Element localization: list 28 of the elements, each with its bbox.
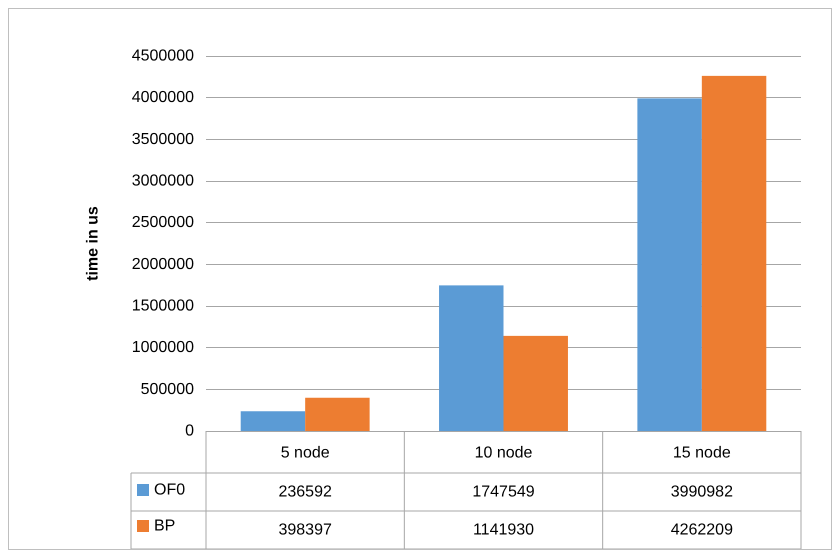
data-label: 3990982 — [670, 484, 734, 500]
legend-label: BP — [154, 518, 176, 534]
data-label: 1141930 — [472, 522, 534, 538]
data-label: 4262209 — [670, 522, 734, 538]
bar — [439, 285, 504, 431]
y-tick-label: 1000000 — [132, 339, 194, 356]
y-tick-label: 1500000 — [132, 298, 194, 314]
y-tick-label: 3000000 — [132, 172, 194, 190]
data-label: 236592 — [278, 484, 332, 500]
y-tick-label: 2500000 — [132, 214, 194, 232]
y-tick-label: 2000000 — [132, 256, 194, 273]
x-tick-label: 10 node — [474, 444, 533, 462]
y-tick-label: 500000 — [140, 380, 194, 398]
x-tick-label: 5 node — [280, 444, 330, 462]
y-tick-label: 3500000 — [132, 130, 194, 148]
bar — [702, 76, 766, 431]
bar — [240, 411, 306, 431]
bar — [504, 336, 568, 431]
legend-label: OF0 — [154, 482, 186, 498]
bar — [637, 98, 702, 431]
x-tick-label: 15 node — [672, 444, 731, 462]
data-label: 1747549 — [472, 484, 535, 500]
y-tick-label: 0 — [185, 422, 194, 440]
data-label: 398397 — [278, 522, 332, 538]
y-axis-title: time in us — [84, 206, 102, 281]
y-tick-label: 4000000 — [132, 89, 194, 106]
bar — [305, 398, 370, 431]
y-tick-label: 4500000 — [132, 48, 194, 64]
